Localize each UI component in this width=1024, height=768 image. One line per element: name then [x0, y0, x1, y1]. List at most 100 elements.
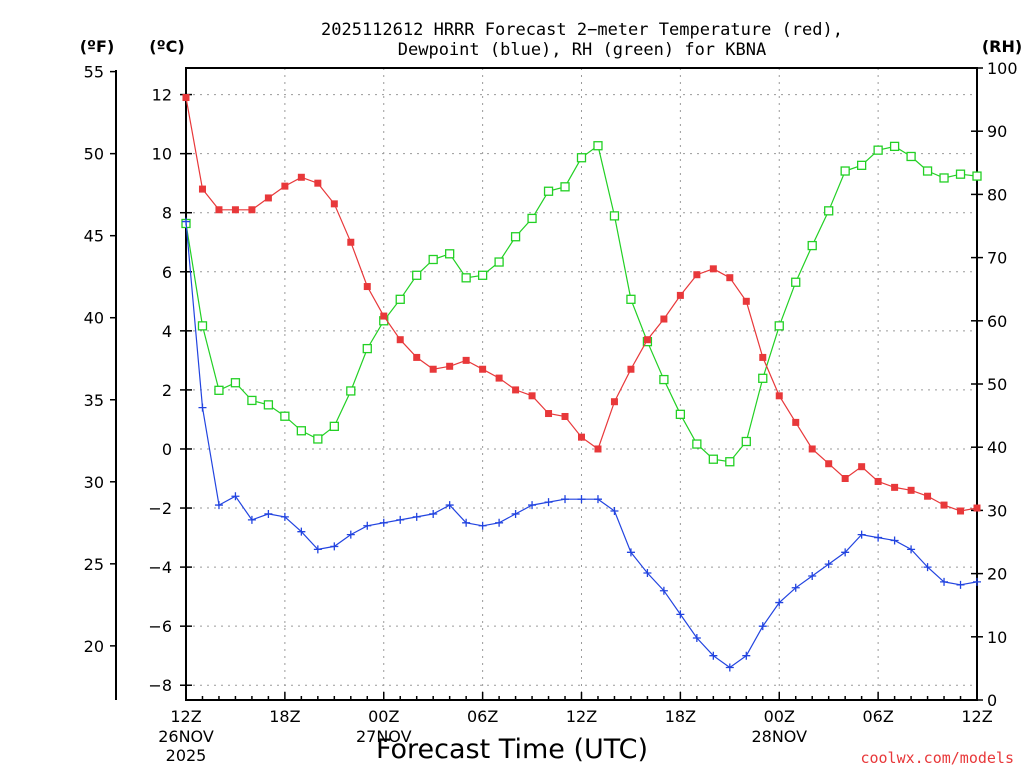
- rh-marker: [494, 257, 504, 267]
- temperature-marker: [940, 501, 948, 509]
- temperature-marker: [182, 94, 190, 102]
- temperature-marker: [545, 410, 553, 418]
- fahrenheit-axis: 55 50 45 40 35 30 25 20: [84, 63, 116, 656]
- dewpoint-marker: [709, 651, 718, 660]
- rh-marker: [329, 421, 339, 431]
- rh-marker: [313, 434, 323, 444]
- rh-tick-label: 30: [987, 501, 1007, 520]
- rh-marker: [593, 141, 603, 151]
- temperature-marker: [413, 353, 421, 361]
- dewpoint-marker: [511, 509, 520, 518]
- rh-tick-label: 0: [987, 691, 997, 710]
- rh-marker: [906, 151, 916, 162]
- dewpoint-marker: [643, 569, 652, 578]
- celsius-tick-label: 2: [162, 381, 172, 400]
- chart-subtitle: Dewpoint (blue), RH (green) for KBNA: [398, 40, 766, 60]
- dewpoint-marker: [462, 518, 471, 527]
- dewpoint-marker: [478, 521, 487, 530]
- temperature-marker: [479, 365, 487, 373]
- dewpoint-marker: [775, 598, 784, 607]
- rh-tick-label: 100: [987, 59, 1018, 78]
- temperature-marker: [297, 173, 305, 181]
- celsius-tick-label: 0: [162, 440, 172, 459]
- celsius-tick-label: 12: [152, 86, 172, 105]
- rh-marker: [477, 270, 488, 280]
- dewpoint-marker: [808, 571, 817, 580]
- celsius-tick-label: 10: [152, 145, 172, 164]
- time-date-label: 28NOV: [751, 727, 807, 746]
- rh-tick-label: 80: [987, 185, 1007, 204]
- rh-marker: [346, 386, 356, 396]
- time-tick-label: 12Z: [170, 707, 201, 726]
- time-tick-label: 12Z: [961, 707, 992, 726]
- rh-marker: [576, 153, 587, 163]
- rh-marker: [955, 169, 966, 179]
- dewpoint-marker: [577, 495, 586, 504]
- time-date-label: 26NOV: [158, 727, 214, 746]
- rh-tick-label: 90: [987, 122, 1007, 141]
- dewpoint-marker: [956, 580, 965, 589]
- dewpoint-marker: [280, 512, 289, 521]
- rh-marker: [609, 211, 620, 221]
- temperature-marker: [841, 475, 849, 483]
- dewpoint-marker: [264, 509, 273, 518]
- rh-marker: [824, 206, 834, 216]
- temperature-marker: [248, 206, 256, 214]
- rh-marker: [263, 400, 274, 410]
- temperature-marker: [198, 185, 206, 193]
- dewpoint-marker: [495, 518, 504, 527]
- dewpoint-marker: [214, 501, 223, 510]
- rh-marker: [675, 409, 686, 419]
- celsius-tick-label: 6: [162, 263, 172, 282]
- rh-marker: [972, 171, 982, 181]
- dewpoint-marker: [659, 586, 668, 595]
- dewpoint-marker: [330, 542, 339, 551]
- time-tick-label: 00Z: [368, 707, 399, 726]
- rh-marker: [510, 232, 521, 242]
- rh-marker: [856, 160, 867, 170]
- rh-marker: [395, 294, 405, 304]
- temperature-marker: [314, 179, 322, 187]
- rh-marker: [428, 254, 438, 265]
- celsius-unit-label: (ºC): [149, 37, 184, 56]
- temperature-marker: [907, 486, 915, 494]
- dewpoint-marker: [874, 533, 883, 542]
- dewpoint-marker: [923, 563, 932, 572]
- rh-marker: [247, 395, 257, 406]
- temperature-marker: [330, 200, 338, 208]
- temperature-marker: [512, 386, 520, 394]
- time-tick-label: 18Z: [665, 707, 696, 726]
- dewpoint-marker: [725, 663, 734, 672]
- dewpoint-marker: [429, 509, 438, 518]
- celsius-tick-label: −4: [148, 558, 172, 577]
- rh-marker: [758, 373, 768, 383]
- gridlines: [186, 68, 977, 700]
- temperature-marker: [643, 336, 651, 344]
- fahrenheit-tick-label: 45: [84, 227, 104, 246]
- data-series: [181, 94, 982, 672]
- temperature-marker: [709, 265, 717, 273]
- dewpoint-marker: [692, 633, 701, 642]
- fahrenheit-tick-label: 30: [84, 473, 104, 492]
- rh-marker: [873, 145, 883, 155]
- temperature-marker: [231, 206, 239, 214]
- rh-marker: [626, 294, 636, 304]
- temperature-marker: [264, 194, 272, 202]
- rh-marker: [692, 439, 702, 449]
- dewpoint-marker: [626, 548, 635, 557]
- temperature-marker: [396, 336, 404, 344]
- rh-marker: [445, 249, 455, 259]
- temperature-marker: [528, 392, 536, 400]
- fahrenheit-tick-label: 55: [84, 63, 104, 82]
- rh-marker: [807, 240, 817, 251]
- temperature-marker: [742, 297, 750, 305]
- dewpoint-marker: [791, 583, 800, 592]
- time-tick-label: 06Z: [467, 707, 498, 726]
- dewpoint-marker: [528, 501, 537, 510]
- temperature-marker: [775, 392, 783, 400]
- rh-line: [185, 144, 978, 463]
- temperature-marker: [874, 477, 882, 485]
- rh-marker: [840, 166, 850, 176]
- time-date-label: 2025: [166, 746, 207, 765]
